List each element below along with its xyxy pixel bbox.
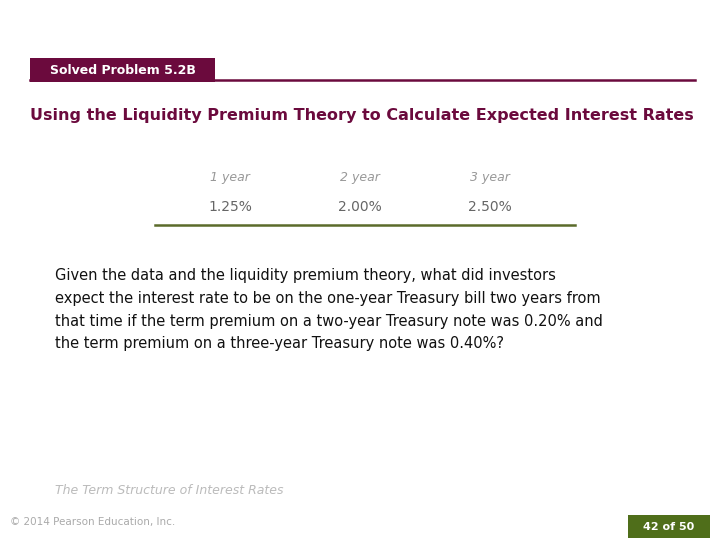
FancyBboxPatch shape bbox=[30, 58, 215, 82]
Text: The Term Structure of Interest Rates: The Term Structure of Interest Rates bbox=[55, 483, 284, 496]
Text: © 2014 Pearson Education, Inc.: © 2014 Pearson Education, Inc. bbox=[10, 517, 175, 527]
Text: Solved Problem 5.2B: Solved Problem 5.2B bbox=[50, 64, 195, 77]
Text: 42 of 50: 42 of 50 bbox=[644, 522, 695, 531]
Text: 1 year: 1 year bbox=[210, 172, 250, 185]
Text: Given the data and the liquidity premium theory, what did investors
expect the i: Given the data and the liquidity premium… bbox=[55, 268, 603, 352]
Text: Using the Liquidity Premium Theory to Calculate Expected Interest Rates: Using the Liquidity Premium Theory to Ca… bbox=[30, 108, 694, 123]
Text: 2 year: 2 year bbox=[340, 172, 380, 185]
Text: 1.25%: 1.25% bbox=[208, 200, 252, 214]
Text: 2.50%: 2.50% bbox=[468, 200, 512, 214]
FancyBboxPatch shape bbox=[628, 515, 710, 538]
Text: 2.00%: 2.00% bbox=[338, 200, 382, 214]
Text: 3 year: 3 year bbox=[470, 172, 510, 185]
